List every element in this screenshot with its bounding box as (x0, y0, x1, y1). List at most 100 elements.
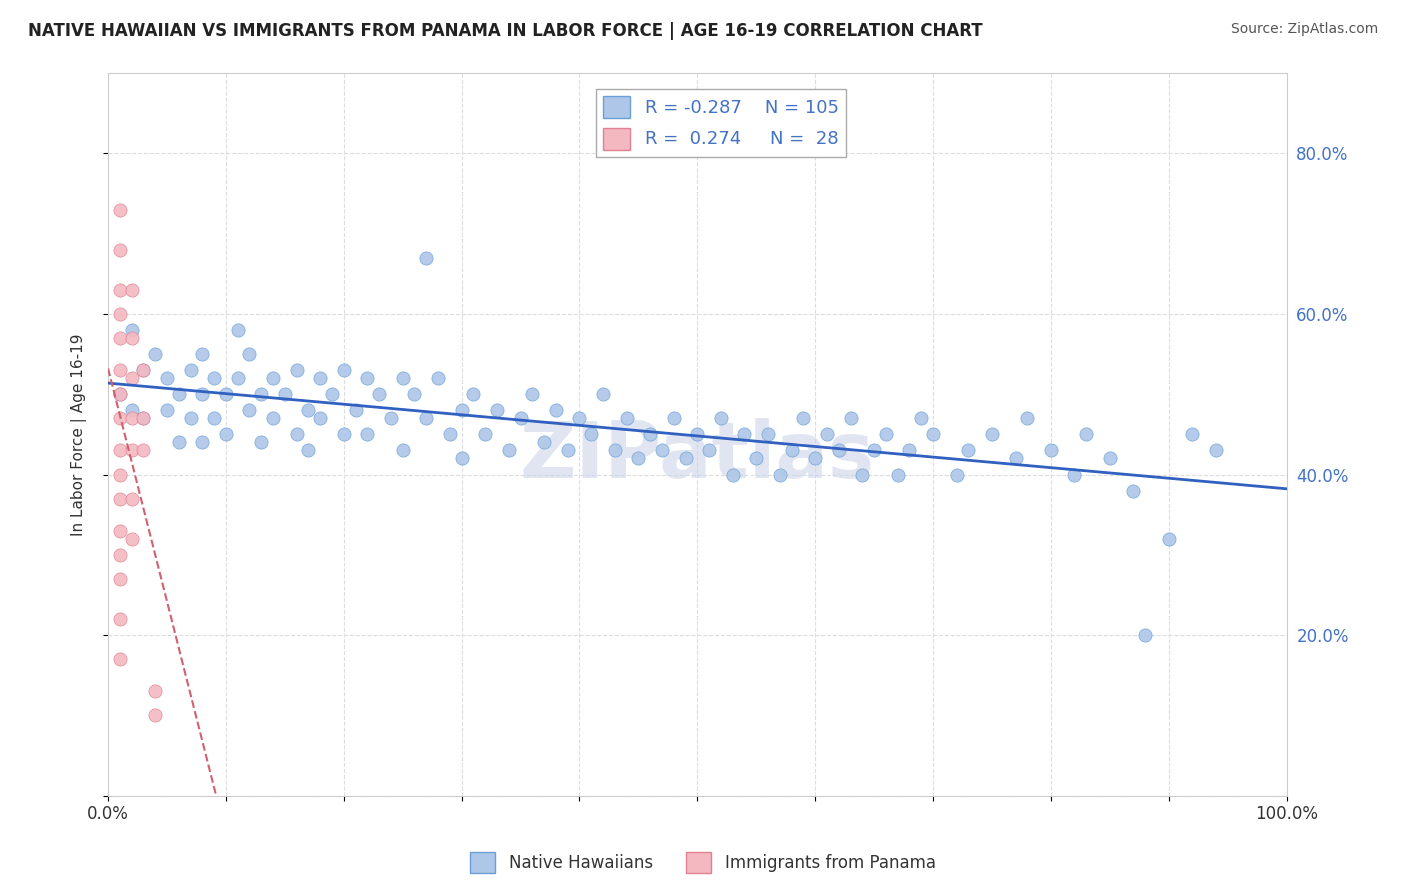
Point (108, 548, 131, 562)
Point (498, 443, 520, 458)
Point (108, 491, 131, 506)
Point (1122, 483, 1144, 498)
Point (427, 371, 450, 385)
Point (191, 347, 214, 361)
Point (215, 387, 238, 401)
Point (557, 443, 579, 458)
Point (356, 427, 378, 442)
Point (108, 612, 131, 626)
Point (121, 532, 143, 546)
Point (132, 411, 155, 425)
Y-axis label: In Labor Force | Age 16-19: In Labor Force | Age 16-19 (72, 333, 87, 535)
Point (391, 371, 413, 385)
Point (522, 387, 544, 401)
Point (333, 363, 356, 377)
Point (132, 443, 155, 458)
Point (485, 403, 508, 417)
Point (262, 371, 284, 385)
Point (108, 411, 131, 425)
Point (297, 403, 319, 417)
Point (1133, 628, 1156, 642)
Point (391, 443, 413, 458)
Point (108, 363, 131, 377)
Point (981, 427, 1004, 442)
Point (180, 411, 202, 425)
Point (581, 427, 603, 442)
Legend: R = -0.287    N = 105, R =  0.274     N =  28: R = -0.287 N = 105, R = 0.274 N = 28 (596, 89, 846, 157)
Point (1017, 411, 1039, 425)
Point (121, 403, 143, 417)
Point (333, 427, 356, 442)
Point (108, 243, 131, 257)
Point (886, 467, 908, 482)
Point (274, 387, 297, 401)
Point (1157, 532, 1180, 546)
Point (238, 403, 260, 417)
Point (627, 451, 650, 466)
Point (121, 443, 143, 458)
Point (250, 435, 273, 450)
Point (533, 435, 555, 450)
Point (108, 387, 131, 401)
Point (733, 427, 755, 442)
Point (356, 371, 378, 385)
Point (1098, 451, 1121, 466)
Point (180, 363, 202, 377)
Point (415, 411, 437, 425)
Point (474, 427, 496, 442)
Point (603, 443, 626, 458)
Point (167, 435, 190, 450)
Point (592, 387, 614, 401)
Point (121, 491, 143, 506)
Point (675, 451, 697, 466)
Point (463, 387, 485, 401)
Point (922, 427, 945, 442)
Point (439, 427, 461, 442)
Point (756, 427, 779, 442)
Point (863, 443, 886, 458)
Point (250, 387, 273, 401)
Point (215, 427, 238, 442)
Point (769, 467, 792, 482)
Point (568, 411, 591, 425)
Point (415, 251, 437, 265)
Point (309, 371, 332, 385)
Point (697, 443, 720, 458)
Point (509, 411, 531, 425)
Point (404, 387, 426, 401)
Point (450, 451, 472, 466)
Point (1004, 451, 1026, 466)
Point (851, 467, 873, 482)
Point (898, 443, 921, 458)
Point (815, 427, 838, 442)
Point (202, 411, 225, 425)
Point (792, 411, 814, 425)
Point (108, 283, 131, 297)
Point (804, 451, 827, 466)
Point (686, 427, 709, 442)
Point (1205, 443, 1227, 458)
Point (380, 411, 402, 425)
Point (191, 435, 214, 450)
Point (321, 387, 343, 401)
Point (710, 411, 733, 425)
Point (121, 411, 143, 425)
Point (226, 371, 249, 385)
Point (202, 371, 225, 385)
Point (121, 371, 143, 385)
Point (191, 387, 214, 401)
Point (780, 443, 803, 458)
Point (1063, 467, 1085, 482)
Point (285, 363, 308, 377)
Point (651, 443, 673, 458)
Point (108, 572, 131, 586)
Point (875, 427, 897, 442)
Point (121, 283, 143, 297)
Point (957, 443, 980, 458)
Point (108, 331, 131, 345)
Point (662, 411, 685, 425)
Point (638, 427, 661, 442)
Point (143, 684, 166, 698)
Legend: Native Hawaiians, Immigrants from Panama: Native Hawaiians, Immigrants from Panama (464, 846, 942, 880)
Point (108, 467, 131, 482)
